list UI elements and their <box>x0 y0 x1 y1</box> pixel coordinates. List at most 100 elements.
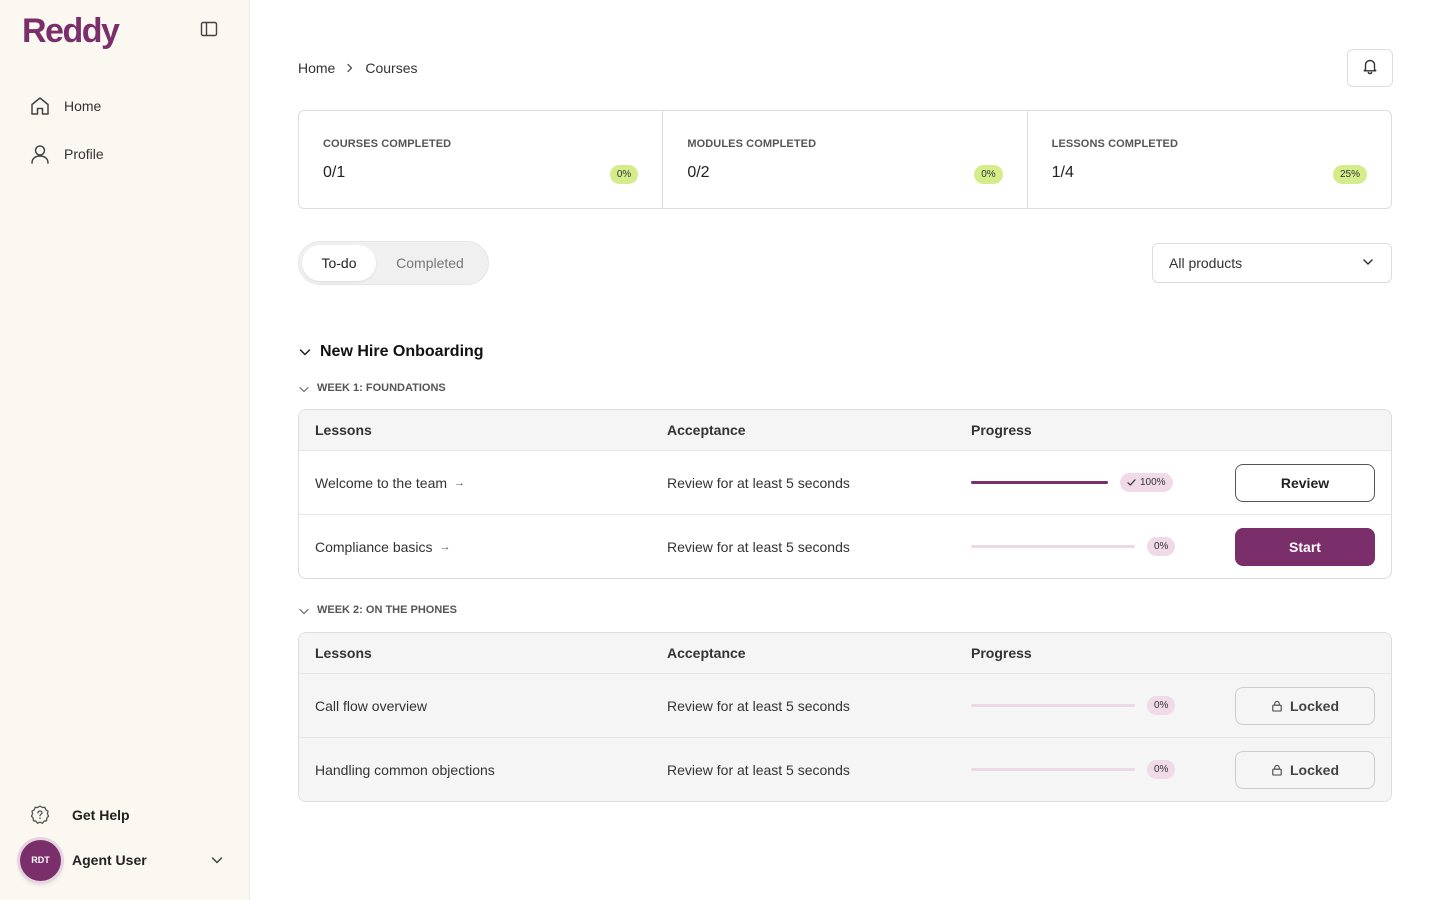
progress-badge: 100% <box>1120 473 1173 492</box>
table-row: Handling common objections Review for at… <box>299 737 1391 801</box>
arrow-right-icon: → <box>439 540 451 553</box>
sidebar-item-home[interactable]: Home <box>28 92 104 120</box>
stat-value: 0/1 <box>323 164 346 181</box>
lesson-progress: 0% <box>971 537 1176 556</box>
lesson-acceptance: Review for at least 5 seconds <box>667 538 850 555</box>
sidebar-item-label: Home <box>64 98 102 114</box>
lesson-progress: 0% <box>971 760 1176 779</box>
lesson-acceptance: Review for at least 5 seconds <box>667 697 850 714</box>
progress-bar <box>971 481 1108 484</box>
stats-panel: COURSES COMPLETED 0/1 0% MODULES COMPLET… <box>298 110 1392 209</box>
user-name: Agent User <box>72 852 147 868</box>
stat-courses: COURSES COMPLETED 0/1 0% <box>299 111 664 208</box>
table-row: Call flow overview Review for at least 5… <box>299 673 1391 737</box>
sidebar-nav: Home Profile <box>28 92 104 188</box>
product-filter-value: All products <box>1169 255 1243 271</box>
lesson-link[interactable]: Compliance basics → <box>315 539 451 555</box>
notifications-button[interactable] <box>1347 49 1393 87</box>
stat-lessons: LESSONS COMPLETED 1/4 25% <box>1028 111 1391 208</box>
table-header: Lessons Acceptance Progress <box>299 410 1391 450</box>
review-button[interactable]: Review <box>1235 463 1375 502</box>
status-toggle: To-do Completed <box>298 241 489 285</box>
lesson-link[interactable]: Welcome to the team → <box>315 475 465 491</box>
table-header: Lessons Acceptance Progress <box>299 633 1391 673</box>
stat-percent-badge: 0% <box>609 165 639 184</box>
lock-icon <box>1271 764 1283 776</box>
progress-bar <box>971 545 1135 548</box>
course-title: New Hire Onboarding <box>320 343 484 360</box>
lesson-name: Compliance basics <box>315 538 433 555</box>
column-header-acceptance: Acceptance <box>667 422 746 438</box>
column-header-progress: Progress <box>971 422 1032 438</box>
stat-percent-badge: 25% <box>1332 165 1367 184</box>
help-icon <box>29 804 51 826</box>
column-header-lessons: Lessons <box>315 422 372 438</box>
lessons-table: Lessons Acceptance Progress Call flow ov… <box>298 632 1392 802</box>
lesson-progress: 0% <box>971 696 1176 715</box>
lesson-progress: 100% <box>971 473 1173 492</box>
chevron-down-icon <box>210 853 224 867</box>
locked-label: Locked <box>1289 761 1339 778</box>
table-row: Welcome to the team → Review for at leas… <box>299 450 1391 514</box>
progress-badge: 0% <box>1147 537 1176 556</box>
stat-modules: MODULES COMPLETED 0/2 0% <box>663 111 1028 208</box>
lesson-name: Welcome to the team <box>315 474 448 491</box>
arrow-right-icon: → <box>454 476 466 489</box>
bell-icon <box>1361 57 1379 80</box>
lesson-acceptance: Review for at least 5 seconds <box>667 761 850 778</box>
progress-bar <box>971 704 1135 707</box>
sidebar: Reddy Home Profile Get Help RDT Agent Us… <box>0 0 250 900</box>
stat-title: COURSES COMPLETED <box>323 138 452 150</box>
user-icon <box>28 142 52 166</box>
chevron-right-icon <box>345 63 355 73</box>
locked-button[interactable]: Locked <box>1235 750 1375 789</box>
progress-label: 100% <box>1140 477 1166 488</box>
chevron-down-icon <box>298 345 312 359</box>
stat-title: LESSONS COMPLETED <box>1051 138 1179 150</box>
lesson-acceptance: Review for at least 5 seconds <box>667 474 850 491</box>
week-toggle[interactable]: WEEK 1: FOUNDATIONS <box>298 382 446 394</box>
sidebar-item-profile[interactable]: Profile <box>28 140 104 168</box>
locked-label: Locked <box>1289 697 1339 714</box>
get-help-label: Get Help <box>72 807 130 823</box>
progress-badge: 0% <box>1147 760 1176 779</box>
chevron-down-icon <box>1361 255 1375 272</box>
product-filter-select[interactable]: All products <box>1152 243 1392 283</box>
column-header-lessons: Lessons <box>315 645 372 661</box>
get-help-link[interactable]: Get Help <box>29 804 130 826</box>
stat-percent-badge: 0% <box>974 165 1003 184</box>
check-icon <box>1127 478 1136 487</box>
table-row: Compliance basics → Review for at least … <box>299 514 1391 578</box>
breadcrumb-home[interactable]: Home <box>298 60 336 76</box>
week-title: WEEK 1: FOUNDATIONS <box>317 382 446 394</box>
progress-badge: 0% <box>1147 696 1176 715</box>
stat-title: MODULES COMPLETED <box>687 138 817 150</box>
progress-bar <box>971 768 1135 771</box>
stat-value: 1/4 <box>1051 164 1074 181</box>
lock-icon <box>1271 700 1283 712</box>
course-toggle[interactable]: New Hire Onboarding <box>298 343 484 361</box>
breadcrumb-current: Courses <box>365 60 418 76</box>
sidebar-item-label: Profile <box>64 146 104 162</box>
start-button[interactable]: Start <box>1235 527 1375 566</box>
chevron-down-icon <box>298 604 310 616</box>
avatar: RDT <box>20 839 61 881</box>
app-logo[interactable]: Reddy <box>22 12 120 50</box>
breadcrumb: Home Courses <box>298 60 418 76</box>
chevron-down-icon <box>298 382 310 394</box>
locked-button[interactable]: Locked <box>1235 686 1375 725</box>
column-header-progress: Progress <box>971 645 1032 661</box>
lesson-name: Call flow overview <box>315 697 428 714</box>
lessons-table: Lessons Acceptance Progress Welcome to t… <box>298 409 1392 579</box>
home-icon <box>28 94 52 118</box>
week-toggle[interactable]: WEEK 2: ON THE PHONES <box>298 604 457 616</box>
column-header-acceptance: Acceptance <box>667 645 746 661</box>
progress-fill <box>971 481 1108 484</box>
week-title: WEEK 2: ON THE PHONES <box>317 604 457 616</box>
user-menu[interactable]: RDT Agent User <box>20 838 230 882</box>
lesson-name: Handling common objections <box>315 761 495 778</box>
stat-value: 0/2 <box>687 164 710 181</box>
tab-todo[interactable]: To-do <box>302 245 376 281</box>
sidebar-toggle-icon[interactable] <box>199 20 219 38</box>
tab-completed[interactable]: Completed <box>396 255 464 271</box>
